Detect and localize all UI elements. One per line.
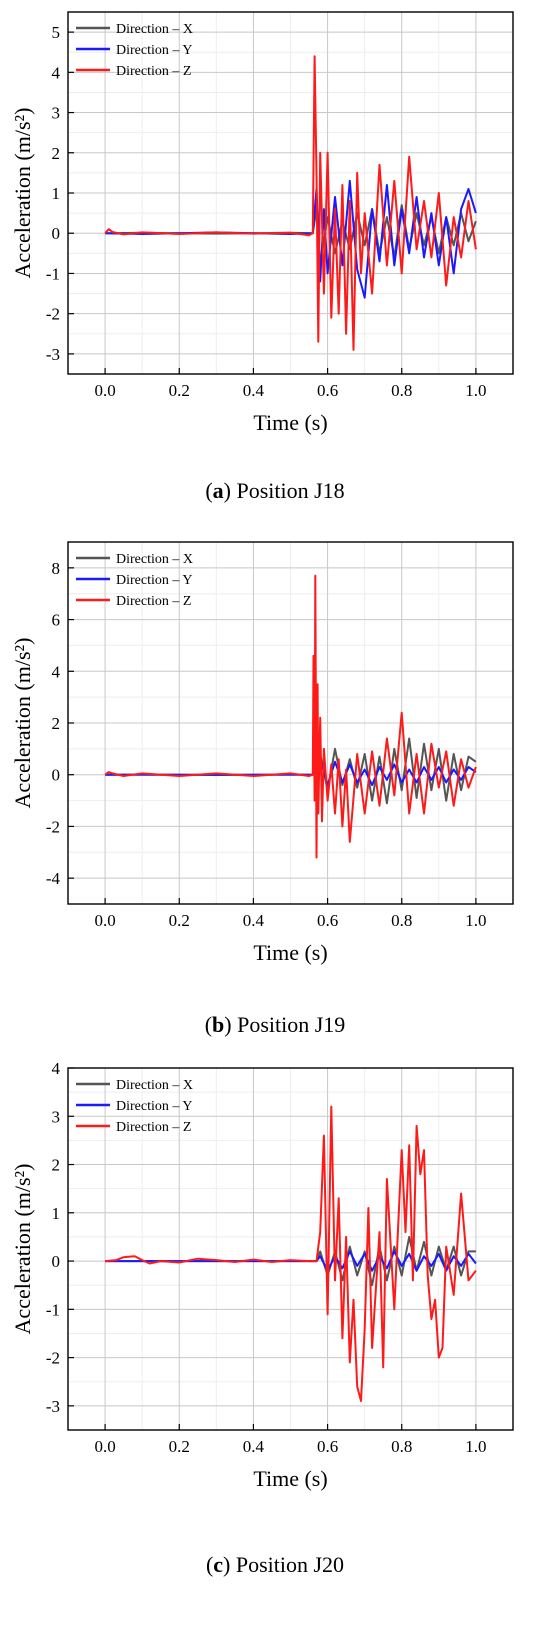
y-tick-label: 4	[52, 662, 61, 681]
legend-label: Direction – Y	[116, 1099, 192, 1114]
x-tick-label: 0.6	[317, 911, 338, 930]
grid	[68, 12, 513, 374]
grid	[68, 1067, 513, 1430]
legend-label: Direction – Z	[116, 1120, 191, 1135]
x-tick-label: 0.2	[169, 911, 190, 930]
chart-panel-c: 0.0 0.2 0.4 0.6 0.8 1.0 -3 -2 -1 0 1 2 3 4 Direction –…	[0, 1056, 550, 1629]
x-tick-label: 0.8	[391, 1437, 412, 1456]
caption-text: Position J19	[237, 1012, 346, 1037]
legend-label: Direction – Y	[116, 43, 192, 58]
caption-letter: a	[212, 478, 224, 503]
y-tick-label: 0	[52, 224, 61, 243]
y-tick-label: 1	[52, 1204, 61, 1223]
legend-label: Direction – X	[116, 22, 193, 37]
y-tick-label: -3	[46, 345, 60, 364]
caption-text: Position J18	[236, 478, 345, 503]
x-tick-label: 0.6	[317, 381, 338, 400]
chart-panel-a: 0.0 0.2 0.4 0.6 0.8 1.0 -3 -2 -1 0 1 2 3 4 5 Direction …	[0, 0, 550, 525]
y-tick-label: -2	[46, 1349, 60, 1368]
legend-label: Direction – X	[116, 552, 193, 567]
y-axis-title: Acceleration (m/s²)	[10, 108, 35, 279]
x-tick-label: 0.4	[243, 1437, 265, 1456]
x-axis-title: Time (s)	[253, 940, 327, 965]
y-tick-label: 2	[52, 144, 61, 163]
legend: Direction – X Direction – Y Direction – Z	[76, 1078, 193, 1135]
x-tick-label: 0.8	[391, 381, 412, 400]
x-tick-label: 0.6	[317, 1437, 338, 1456]
y-tick-label: 3	[52, 104, 61, 123]
legend-label: Direction – Z	[116, 594, 191, 609]
y-tick-label: 2	[52, 714, 61, 733]
x-tick-label: 1.0	[465, 1437, 486, 1456]
chart-b: 0.0 0.2 0.4 0.6 0.8 1.0 -4 -2 0 2 4 6 8 Direction – X…	[10, 541, 514, 965]
y-axis-title: Acceleration (m/s²)	[10, 1164, 35, 1335]
caption-b: (b) Position J19	[204, 1012, 346, 1037]
legend-label: Direction – X	[116, 1078, 193, 1093]
y-tick-label: -2	[46, 817, 60, 836]
y-tick-label: 4	[52, 63, 61, 82]
chart-c: 0.0 0.2 0.4 0.6 0.8 1.0 -3 -2 -1 0 1 2 3 4 Direction –…	[10, 1059, 514, 1491]
chart-panel-b: 0.0 0.2 0.4 0.6 0.8 1.0 -4 -2 0 2 4 6 8 Direction – X…	[0, 530, 550, 1055]
y-tick-label: 5	[52, 23, 61, 42]
caption-a: (a) Position J18	[205, 478, 345, 503]
x-tick-label: 0.4	[243, 381, 265, 400]
plot-frame	[67, 11, 514, 375]
y-tick-label: -2	[46, 305, 60, 324]
y-tick-label: 0	[52, 1252, 61, 1271]
y-tick-label: -1	[46, 1300, 60, 1319]
series-line-y	[105, 179, 477, 299]
legend-label: Direction – Z	[116, 64, 191, 79]
caption-c: (c) Position J20	[205, 1552, 345, 1577]
x-tick-label: 0.0	[94, 911, 115, 930]
legend-label: Direction – Y	[116, 573, 192, 588]
legend: Direction – X Direction – Y Direction – Z	[76, 22, 193, 79]
y-tick-label: 4	[52, 1059, 61, 1078]
caption-letter: b	[212, 1012, 225, 1037]
series-line-z	[105, 1105, 477, 1402]
x-tick-label: 0.2	[169, 1437, 190, 1456]
y-tick-label: 8	[52, 559, 61, 578]
x-tick-label: 0.8	[391, 911, 412, 930]
y-tick-label: 3	[52, 1107, 61, 1126]
caption-text: Position J20	[235, 1552, 345, 1577]
x-tick-label: 1.0	[465, 381, 486, 400]
x-axis-title: Time (s)	[253, 410, 327, 435]
x-tick-label: 1.0	[465, 911, 486, 930]
y-tick-label: -3	[46, 1397, 60, 1416]
y-axis-title: Acceleration (m/s²)	[10, 638, 35, 809]
x-tick-label: 0.0	[94, 1437, 115, 1456]
legend: Direction – X Direction – Y Direction – Z	[76, 552, 193, 609]
x-tick-label: 0.4	[243, 911, 265, 930]
series-line-z	[104, 55, 477, 351]
plot-frame	[67, 541, 514, 905]
y-tick-label: -1	[46, 264, 60, 283]
caption-letter: c	[213, 1552, 224, 1577]
plot-frame	[67, 1067, 514, 1431]
x-tick-label: 0.2	[169, 381, 190, 400]
x-tick-label: 0.0	[94, 381, 115, 400]
y-tick-label: 6	[52, 611, 61, 630]
y-tick-label: 2	[52, 1156, 61, 1175]
series-line-z	[104, 574, 477, 859]
y-tick-label: -4	[46, 869, 61, 888]
x-axis-title: Time (s)	[253, 1466, 327, 1491]
y-tick-label: 0	[52, 766, 61, 785]
y-tick-label: 1	[52, 184, 61, 203]
chart-a: 0.0 0.2 0.4 0.6 0.8 1.0 -3 -2 -1 0 1 2 3 4 5 Direction …	[10, 11, 514, 435]
